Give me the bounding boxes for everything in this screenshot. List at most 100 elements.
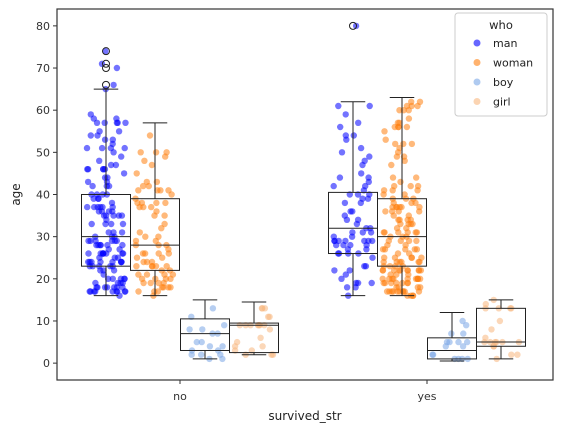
strip-point: [404, 279, 412, 287]
strip-point: [340, 241, 347, 249]
strip-point: [186, 326, 193, 333]
strip-point: [259, 305, 266, 312]
y-tick-label: 70: [36, 62, 50, 75]
strip-point: [115, 128, 123, 135]
strip-point: [382, 208, 389, 215]
strip-point: [84, 178, 92, 186]
legend-marker-woman: [473, 59, 481, 66]
strip-point: [97, 258, 104, 266]
legend-label-boy: boy: [493, 76, 514, 89]
y-tick-label: 0: [43, 357, 50, 370]
strip-point: [259, 343, 266, 350]
strip-point: [122, 119, 129, 127]
box-boy-yes: [427, 312, 477, 362]
box-iqr: [377, 198, 427, 267]
strip-point: [101, 119, 108, 127]
strip-point: [349, 208, 356, 215]
strip-point: [110, 81, 117, 89]
x-tick-label: no: [173, 390, 187, 403]
strip-point: [405, 115, 413, 122]
strip-point: [488, 326, 495, 333]
strip-point: [102, 48, 109, 55]
strip-point: [155, 233, 162, 240]
strip-point: [382, 136, 389, 143]
strip-point: [366, 191, 373, 198]
strip-point: [408, 98, 415, 106]
strip-point: [139, 250, 147, 257]
strip-point: [143, 258, 151, 266]
strip-point: [366, 102, 373, 110]
strip-point: [414, 187, 421, 194]
strip-point: [404, 267, 411, 274]
box-girl-no: [229, 301, 279, 356]
strip-point: [139, 182, 147, 190]
strip-point: [396, 216, 403, 223]
strip-point: [341, 199, 349, 207]
strip-point: [343, 284, 351, 291]
strip-point: [415, 288, 423, 295]
strip-point: [330, 182, 337, 190]
strip-point: [148, 161, 156, 169]
strip-point: [103, 178, 111, 186]
strip-point: [337, 123, 344, 131]
strip-point: [102, 220, 109, 228]
strip-point: [338, 149, 346, 156]
strip-point: [413, 237, 420, 245]
strip-point: [146, 132, 154, 139]
strip-point: [459, 343, 467, 350]
strip-point: [429, 351, 437, 358]
strip-point: [109, 140, 116, 148]
strip-point: [98, 60, 106, 67]
strip-point: [354, 191, 362, 198]
y-tick-label: 50: [36, 146, 50, 159]
strip-point: [119, 284, 126, 291]
strip-point: [140, 203, 147, 211]
strip-point: [119, 250, 127, 257]
strip-point: [412, 229, 419, 236]
strip-point: [121, 144, 128, 152]
strip-point: [380, 258, 387, 266]
strip-point: [159, 254, 166, 261]
outlier-marker: [102, 80, 110, 89]
strip-point: [330, 233, 337, 240]
x-axis-label: survived_str: [268, 409, 341, 423]
strip-point: [362, 182, 369, 190]
y-axis: 0 10 20 30 40 50 60 70 80: [36, 20, 57, 370]
strip-point: [120, 170, 128, 177]
strip-point: [496, 317, 504, 325]
strip-point: [113, 284, 121, 291]
legend: who man woman boy girl: [454, 12, 548, 117]
outlier-marker: [102, 59, 110, 68]
strip-point: [152, 149, 160, 156]
strip-point: [408, 140, 416, 148]
strip-point: [369, 254, 376, 261]
strip-point: [118, 229, 126, 236]
box-iqr: [130, 198, 180, 271]
legend-label-man: man: [493, 37, 517, 50]
strip-point: [388, 161, 395, 169]
strip-point: [402, 246, 409, 253]
strip-point: [119, 220, 127, 228]
strip-point: [365, 178, 372, 186]
strip-point: [389, 187, 396, 194]
box-girl-yes: [476, 299, 526, 360]
strip-point: [160, 279, 167, 287]
strip-point: [392, 140, 399, 148]
box-iqr: [229, 322, 279, 354]
strip-point: [381, 128, 388, 135]
strip-point: [416, 258, 423, 266]
strip-point: [413, 246, 421, 253]
strip-point: [266, 326, 274, 333]
strip-point: [388, 288, 395, 295]
legend-title: who: [489, 18, 513, 32]
strip-point: [359, 161, 366, 169]
strip-point: [109, 208, 116, 215]
strip-point: [398, 203, 405, 211]
y-tick-label: 30: [36, 231, 50, 244]
strip-point: [108, 199, 116, 207]
strip-point: [219, 343, 226, 350]
strip-point: [368, 279, 375, 287]
strip-point: [143, 178, 150, 186]
strip-point: [338, 275, 345, 282]
